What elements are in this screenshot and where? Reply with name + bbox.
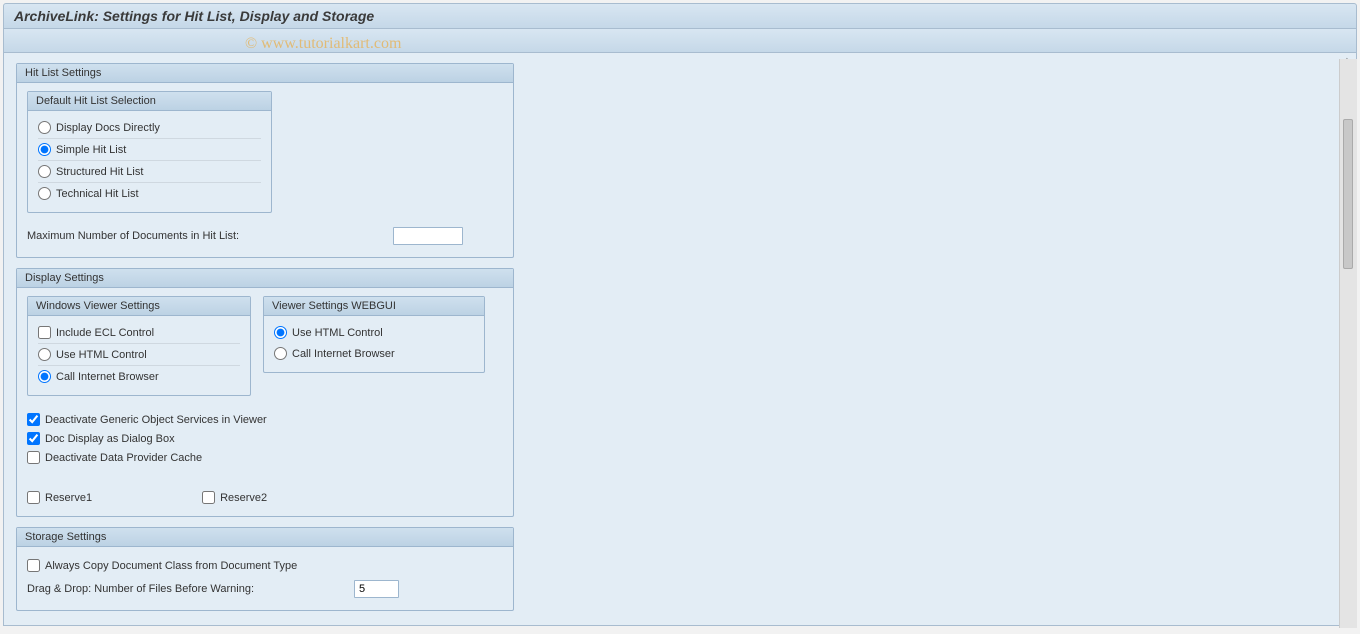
check-always-copy-doc-class-input[interactable] [27,559,40,572]
check-doc-display-dialog-label: Doc Display as Dialog Box [45,433,175,445]
check-doc-display-dialog[interactable]: Doc Display as Dialog Box [27,429,503,448]
display-settings-header: Display Settings [17,269,513,288]
radio-win-call-internet-browser-label: Call Internet Browser [56,371,159,383]
check-always-copy-doc-class[interactable]: Always Copy Document Class from Document… [27,555,503,576]
webgui-viewer-settings-box: Viewer Settings WEBGUI Use HTML Control … [263,296,485,373]
radio-web-call-internet-browser-label: Call Internet Browser [292,348,395,360]
check-deactivate-gos-label: Deactivate Generic Object Services in Vi… [45,414,267,426]
check-always-copy-doc-class-label: Always Copy Document Class from Document… [45,560,297,572]
scrollbar-thumb[interactable] [1343,119,1353,269]
check-doc-display-dialog-input[interactable] [27,432,40,445]
dragdrop-warning-input[interactable] [354,580,399,598]
check-reserve1-input[interactable] [27,491,40,504]
max-docs-input[interactable] [393,227,463,245]
hit-list-settings-header: Hit List Settings [17,64,513,83]
page-title-bar: ArchiveLink: Settings for Hit List, Disp… [3,3,1357,29]
outer-scrollbar[interactable] [1339,59,1357,628]
check-reserve1[interactable]: Reserve1 [27,487,92,508]
dragdrop-warning-label: Drag & Drop: Number of Files Before Warn… [27,583,254,595]
radio-simple-hit-list-label: Simple Hit List [56,144,126,156]
default-hit-list-selection-header: Default Hit List Selection [28,92,271,111]
check-deactivate-gos-input[interactable] [27,413,40,426]
check-deactivate-gos[interactable]: Deactivate Generic Object Services in Vi… [27,410,503,429]
radio-structured-hit-list-input[interactable] [38,165,51,178]
check-include-ecl-control[interactable]: Include ECL Control [38,322,240,344]
webgui-viewer-settings-header: Viewer Settings WEBGUI [264,297,484,316]
page-title: ArchiveLink: Settings for Hit List, Disp… [14,8,374,24]
display-settings-group: Display Settings Windows Viewer Settings… [16,268,514,517]
radio-web-use-html-control-label: Use HTML Control [292,327,383,339]
radio-web-use-html-control[interactable]: Use HTML Control [274,322,474,343]
check-reserve2-input[interactable] [202,491,215,504]
radio-web-call-internet-browser[interactable]: Call Internet Browser [274,343,474,364]
radio-structured-hit-list[interactable]: Structured Hit List [38,161,261,183]
storage-settings-header: Storage Settings [17,528,513,547]
radio-technical-hit-list[interactable]: Technical Hit List [38,183,261,204]
storage-settings-group: Storage Settings Always Copy Document Cl… [16,527,514,611]
radio-win-call-internet-browser-input[interactable] [38,370,51,383]
max-docs-label: Maximum Number of Documents in Hit List: [27,230,239,242]
check-include-ecl-control-label: Include ECL Control [56,327,154,339]
radio-structured-hit-list-label: Structured Hit List [56,166,143,178]
default-hit-list-selection-box: Default Hit List Selection Display Docs … [27,91,272,213]
check-reserve2[interactable]: Reserve2 [202,487,267,508]
radio-simple-hit-list[interactable]: Simple Hit List [38,139,261,161]
check-deactivate-data-provider-cache-label: Deactivate Data Provider Cache [45,452,202,464]
check-deactivate-data-provider-cache-input[interactable] [27,451,40,464]
check-deactivate-data-provider-cache[interactable]: Deactivate Data Provider Cache [27,448,503,467]
check-reserve2-label: Reserve2 [220,492,267,504]
radio-win-use-html-control[interactable]: Use HTML Control [38,344,240,366]
windows-viewer-settings-header: Windows Viewer Settings [28,297,250,316]
content-area: ▲ ▼ Hit List Settings Default Hit List S… [3,53,1357,626]
check-reserve1-label: Reserve1 [45,492,92,504]
radio-win-call-internet-browser[interactable]: Call Internet Browser [38,366,240,387]
radio-web-call-internet-browser-input[interactable] [274,347,287,360]
radio-display-docs-directly[interactable]: Display Docs Directly [38,117,261,139]
toolbar-strip [3,29,1357,53]
radio-simple-hit-list-input[interactable] [38,143,51,156]
windows-viewer-settings-box: Windows Viewer Settings Include ECL Cont… [27,296,251,396]
radio-display-docs-directly-input[interactable] [38,121,51,134]
check-include-ecl-control-input[interactable] [38,326,51,339]
hit-list-settings-group: Hit List Settings Default Hit List Selec… [16,63,514,258]
radio-win-use-html-control-label: Use HTML Control [56,349,147,361]
radio-win-use-html-control-input[interactable] [38,348,51,361]
radio-technical-hit-list-label: Technical Hit List [56,188,139,200]
radio-web-use-html-control-input[interactable] [274,326,287,339]
radio-display-docs-directly-label: Display Docs Directly [56,122,160,134]
radio-technical-hit-list-input[interactable] [38,187,51,200]
